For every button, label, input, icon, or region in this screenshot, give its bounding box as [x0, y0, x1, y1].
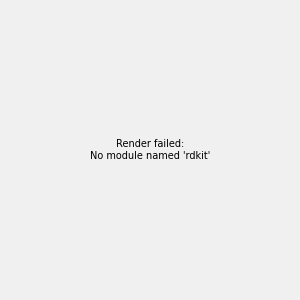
- Text: Render failed:
No module named 'rdkit': Render failed: No module named 'rdkit': [90, 139, 210, 161]
